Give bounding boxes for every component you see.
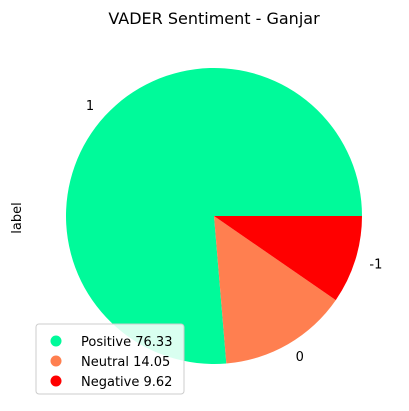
slice-label-2: -1 [369, 258, 382, 273]
legend-marker-2 [50, 375, 62, 387]
legend-marker-1 [50, 355, 62, 367]
pie-slice-0 [66, 67, 362, 364]
slice-label-1: 0 [296, 350, 304, 365]
chart-title: VADER Sentiment - Ganjar [108, 9, 320, 28]
legend-label-2: Negative 9.62 [81, 375, 172, 390]
y-axis-label: label [10, 202, 25, 233]
slice-label-0: 1 [86, 99, 94, 114]
legend-marker-0 [50, 335, 62, 347]
legend-label-1: Neutral 14.05 [81, 355, 170, 370]
legend-label-0: Positive 76.33 [81, 335, 172, 350]
pie-slice-2 [214, 216, 362, 301]
pie-slice-1 [214, 216, 336, 364]
legend: Positive 76.33 Neutral 14.05 Negative 9.62 [35, 323, 185, 395]
legend-box [35, 323, 185, 395]
